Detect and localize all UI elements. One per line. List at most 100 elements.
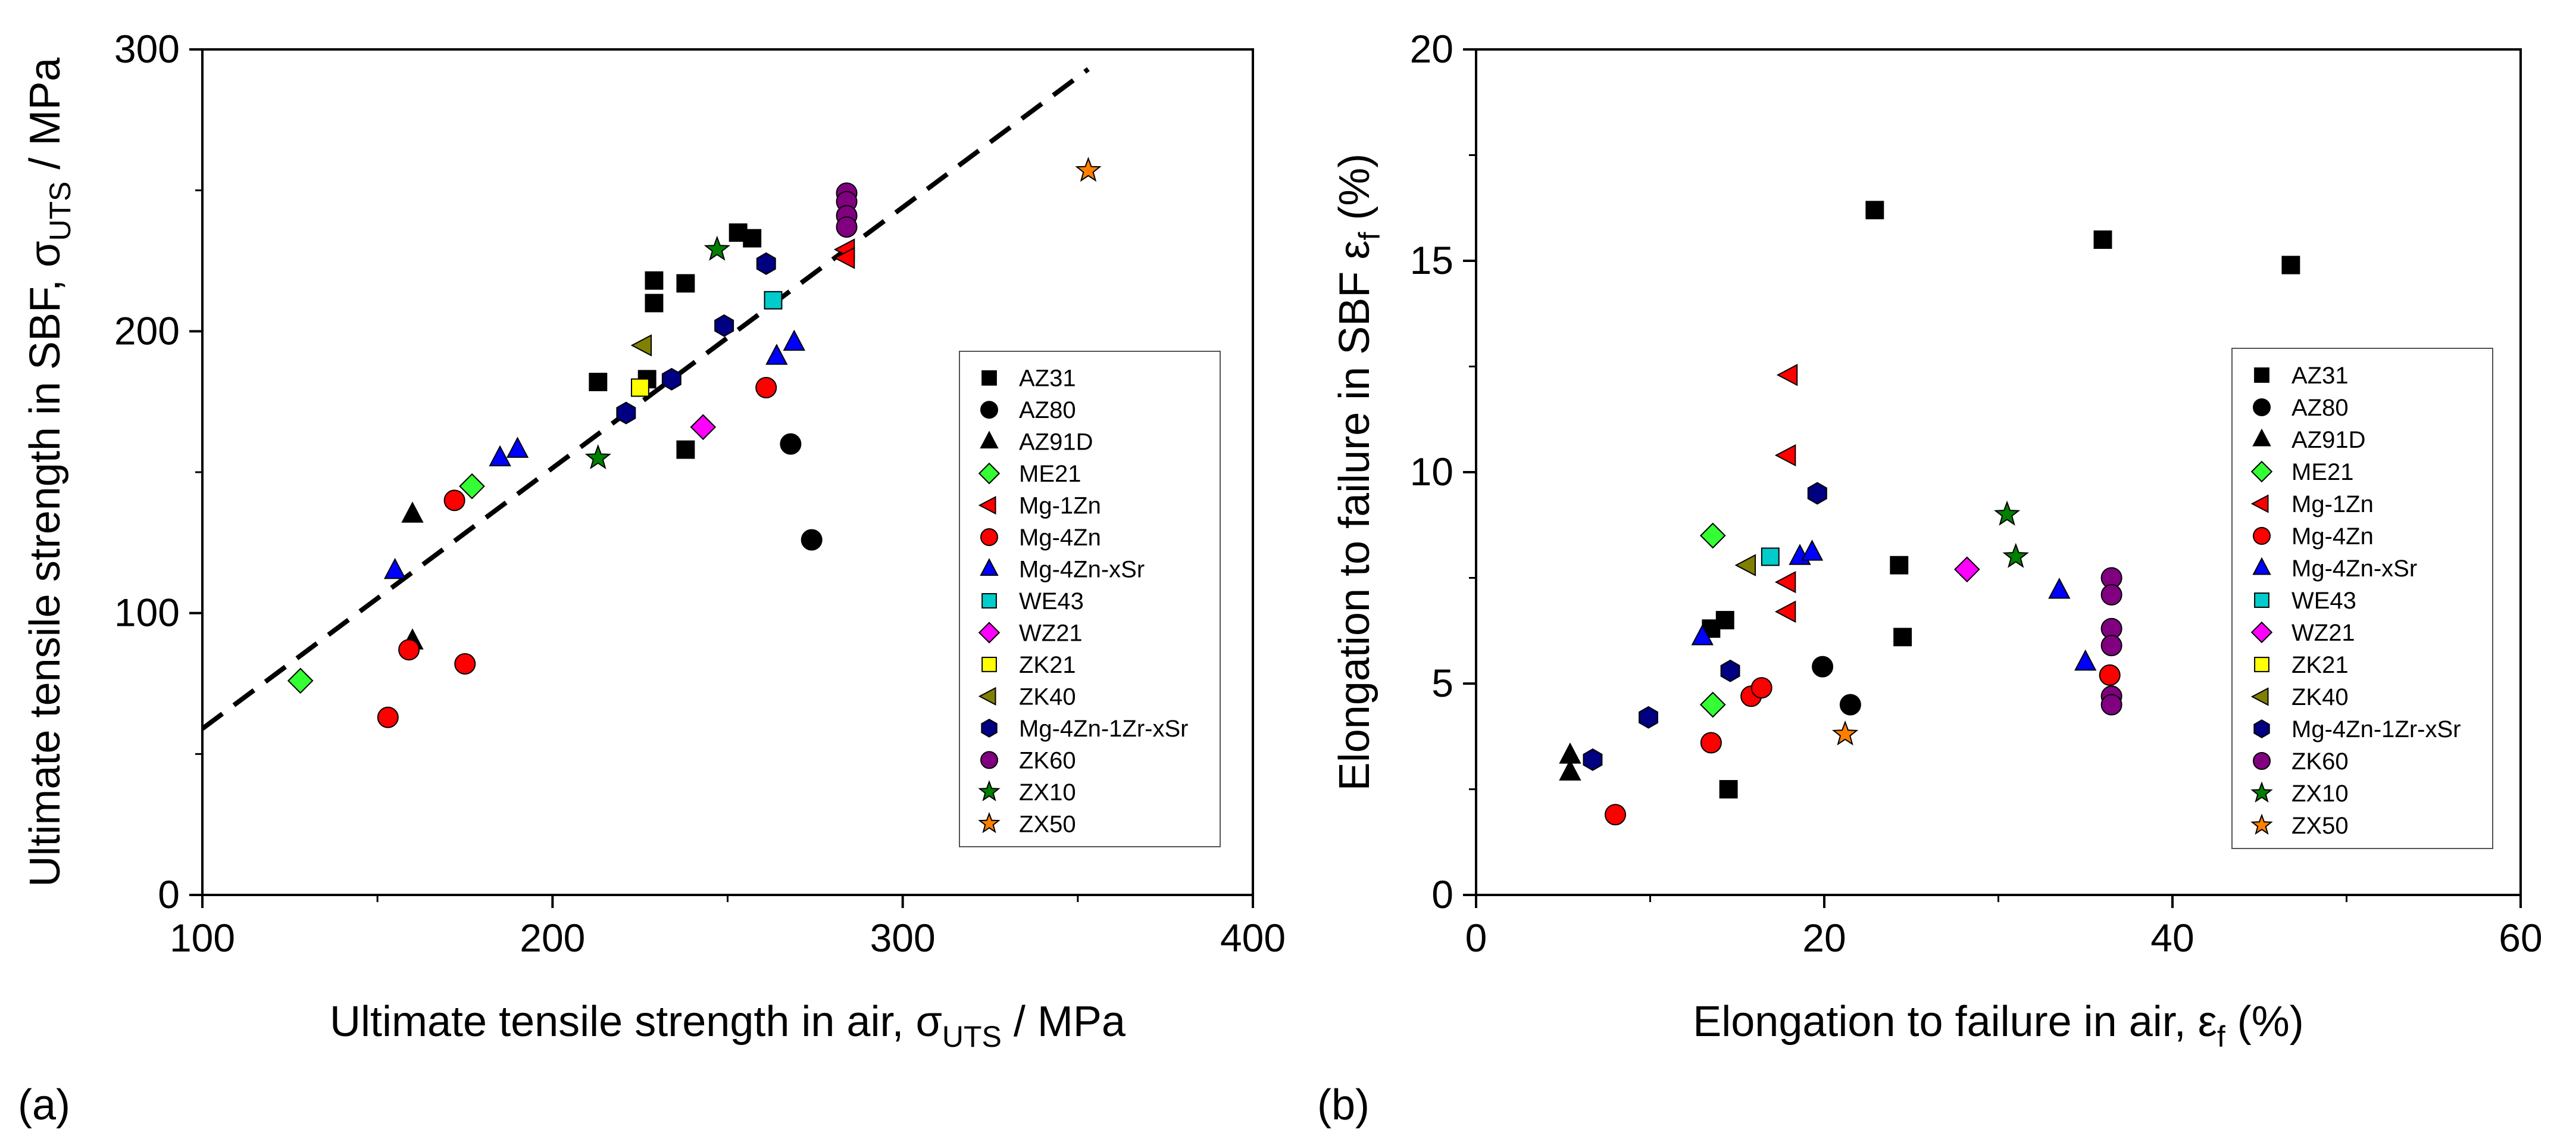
data-point xyxy=(589,373,608,391)
legend-marker xyxy=(981,657,997,672)
data-point xyxy=(1831,720,1859,746)
data-point xyxy=(1715,611,1734,629)
series-az31 xyxy=(1702,201,2300,798)
series-mg-4zn-xsr xyxy=(1691,539,2097,671)
data-point xyxy=(506,436,529,458)
legend-label: ZK40 xyxy=(2291,684,2349,710)
y-axis-title-sub: UTS xyxy=(43,182,77,241)
series-zx10 xyxy=(1993,500,2029,568)
legend-marker xyxy=(978,495,996,515)
data-point xyxy=(743,229,762,248)
data-point xyxy=(690,414,717,441)
legend-marker xyxy=(978,780,1001,801)
legend: AZ31 AZ80 AZ91D ME21 Mg-1Zn Mg-4Zn Mg-4Zn-xSr W… xyxy=(2231,348,2493,849)
x-tick-label: 400 xyxy=(1220,916,1286,960)
legend-marker xyxy=(2254,592,2269,608)
data-point xyxy=(2099,664,2121,686)
data-point xyxy=(836,216,858,238)
legend-label: AZ80 xyxy=(1019,397,1076,423)
data-point xyxy=(780,433,802,455)
y-tick-label: 5 xyxy=(1431,661,1453,705)
data-point xyxy=(783,329,805,351)
legend-label: Mg-4Zn-xSr xyxy=(2291,556,2417,582)
data-point xyxy=(1774,600,1796,623)
legend-marker xyxy=(2250,460,2273,483)
legend-marker xyxy=(2253,752,2271,770)
legend-label: AZ80 xyxy=(2291,395,2349,421)
legend-marker xyxy=(981,370,997,386)
legend-marker xyxy=(2250,621,2273,644)
data-point xyxy=(645,271,664,290)
data-point xyxy=(714,314,734,337)
series-mg-4zn-1zr-xsr xyxy=(616,252,776,425)
series-wz21 xyxy=(690,414,717,441)
data-point xyxy=(1893,628,1912,647)
y-axis-title-tail: (%) xyxy=(1331,154,1378,232)
data-point xyxy=(584,444,611,470)
series-mg-1zn xyxy=(833,238,855,269)
data-point xyxy=(2002,542,2029,568)
data-point xyxy=(287,667,314,694)
legend-label: WZ21 xyxy=(1019,620,1083,646)
y-axis-title-main: Ultimate tensile strength in SBF, σ xyxy=(21,241,69,887)
legend-label: AZ31 xyxy=(1019,366,1076,392)
y-tick-label: 0 xyxy=(1431,872,1453,916)
legend-marker xyxy=(2252,557,2271,575)
x-tick-label: 300 xyxy=(870,916,936,960)
series-wz21 xyxy=(1954,556,1980,583)
legend-marker xyxy=(2253,719,2270,738)
data-point xyxy=(704,235,731,261)
data-point xyxy=(489,445,511,467)
legend-marker xyxy=(978,687,996,706)
legend-marker xyxy=(981,593,997,609)
y-axis-title: Elongation to failure in SBF εf (%) xyxy=(1331,154,1386,791)
y-tick-label: 15 xyxy=(1410,238,1453,282)
series-mg-4zn-1zr-xsr xyxy=(1583,482,1827,771)
series-we43 xyxy=(764,291,783,310)
series-mg-1zn xyxy=(1774,364,1798,623)
legend-label: ZX10 xyxy=(1019,779,1076,806)
x-axis-title-tail: / MPa xyxy=(1002,998,1126,1046)
data-point xyxy=(1719,780,1738,798)
series-zk21 xyxy=(630,378,649,397)
series-me21 xyxy=(1699,522,1726,718)
legend-marker xyxy=(2253,527,2271,545)
series-mg-4zn xyxy=(377,377,777,728)
data-point xyxy=(1812,656,1834,678)
x-tick-label: 200 xyxy=(520,916,585,960)
data-point xyxy=(764,291,783,310)
data-point xyxy=(401,501,424,523)
series-me21 xyxy=(287,473,485,694)
legend-label: ZK21 xyxy=(1019,652,1076,678)
data-point xyxy=(383,557,407,579)
legend-label: WZ21 xyxy=(2291,620,2355,646)
data-point xyxy=(616,401,636,425)
series-zk60 xyxy=(836,182,858,238)
legend-label: ZX50 xyxy=(2291,813,2349,839)
legend-marker xyxy=(978,462,1001,485)
series-az80 xyxy=(780,433,823,551)
data-point xyxy=(443,489,465,511)
legend-marker xyxy=(978,622,1001,644)
data-point xyxy=(1699,691,1726,718)
series-zx10 xyxy=(584,235,731,470)
data-point xyxy=(1750,677,1772,699)
legend: AZ31 AZ80 AZ91D ME21 Mg-1Zn Mg-4Zn Mg-4Zn-xSr W… xyxy=(959,351,1221,847)
data-point xyxy=(1559,759,1581,781)
data-point xyxy=(1639,706,1658,729)
series-mg-4zn-xsr xyxy=(383,329,805,579)
data-point xyxy=(1699,522,1726,549)
legend-label: ZK21 xyxy=(2291,652,2349,678)
legend-label: Mg-4Zn-1Zr-xSr xyxy=(2291,716,2461,743)
data-point xyxy=(1605,804,1626,826)
series-zx50 xyxy=(1075,157,1102,182)
legend-marker xyxy=(2254,367,2269,383)
legend-label: ZX50 xyxy=(1019,811,1076,837)
y-tick-label: 20 xyxy=(1410,27,1453,71)
data-point xyxy=(1800,539,1824,561)
x-axis-title-main: Elongation to failure in air, ε xyxy=(1693,998,2217,1046)
series-zk40 xyxy=(1734,554,1756,576)
series-zx50 xyxy=(1831,720,1859,746)
